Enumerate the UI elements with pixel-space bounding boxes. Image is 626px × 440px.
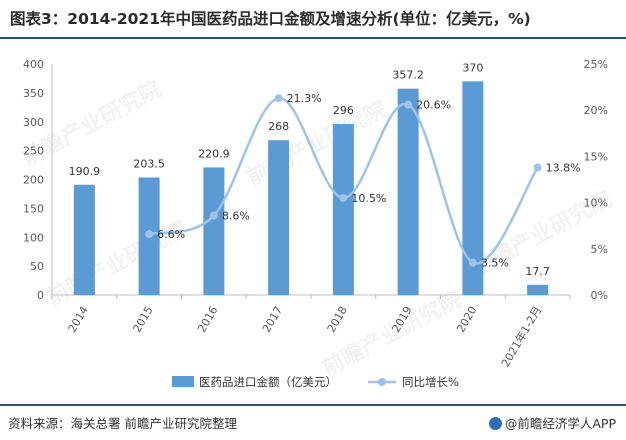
x-tick-label: 2018 (325, 304, 350, 335)
growth-value-label: 21.3% (287, 92, 322, 105)
x-axis: 2014 2015 2016 2017 2018 2019 2020 2021年1-2月 (51, 294, 571, 370)
right-axis: 0% 5% 10% 15% 20% 25% (584, 58, 608, 302)
left-axis: 0 50 100 150 200 250 300 350 400 (23, 58, 53, 302)
growth-point (339, 193, 348, 202)
bar (203, 167, 225, 295)
growth-point (404, 100, 413, 109)
footer: 资料来源：海关总署 前瞻产业研究院整理 @前瞻经济学人APP (0, 404, 626, 440)
growth-value-label: 20.6% (416, 99, 451, 112)
left-tick-label: 250 (23, 145, 44, 158)
growth-point (468, 258, 477, 267)
left-tick-label: 350 (23, 87, 44, 100)
x-tick-label: 2015 (130, 304, 155, 335)
title-divider (0, 37, 626, 39)
right-tick-label: 10% (584, 197, 608, 210)
bars: 190.9 203.5 220.9 268 296 357.2 370 17.7 (69, 61, 550, 295)
growth-point (145, 230, 154, 239)
bar-value-label: 190.9 (69, 165, 101, 178)
bar-value-label: 268 (268, 120, 289, 133)
left-tick-label: 300 (23, 116, 44, 129)
legend-line-label: 同比增长% (402, 375, 459, 389)
left-tick-label: 400 (23, 58, 44, 71)
right-tick-label: 0% (591, 289, 608, 302)
bar-value-label: 296 (333, 104, 354, 117)
left-tick-label: 100 (23, 231, 44, 244)
bar (332, 124, 354, 295)
bar-value-label: 370 (462, 61, 483, 74)
growth-value-label: 13.8% (546, 161, 581, 174)
left-tick-label: 50 (30, 260, 44, 273)
x-tick-label: 2016 (195, 304, 220, 335)
right-tick-label: 15% (584, 150, 608, 163)
left-tick-label: 200 (23, 174, 44, 187)
growth-value-label: 10.5% (351, 192, 386, 205)
right-tick-label: 20% (584, 104, 608, 117)
growth-point (533, 163, 542, 172)
legend-bar-label: 医药品进口金额（亿美元） (199, 375, 337, 389)
bar (268, 140, 290, 295)
growth-line: 6.6% 8.6% 21.3% 10.5% 20.6% 3.5% 13.8% (145, 92, 581, 270)
bar (73, 184, 95, 295)
bar-value-label: 17.7 (525, 265, 550, 278)
growth-point (209, 211, 218, 220)
watermark-text: 前瞻产业研究院 (318, 286, 466, 381)
x-tick-label: 2014 (66, 304, 91, 335)
brand-text: @前瞻经济学人APP (504, 416, 616, 431)
growth-point (274, 94, 283, 103)
source-note: 资料来源：海关总署 前瞻产业研究院整理 (8, 416, 237, 431)
bar (527, 284, 549, 295)
chart-title: 图表3：2014-2021年中国医药品进口金额及增速分析(单位：亿美元，%) (10, 10, 531, 28)
legend-bar-swatch (172, 376, 194, 387)
bar (397, 88, 419, 295)
brand-credit: @前瞻经济学人APP (488, 413, 616, 432)
left-tick-label: 0 (37, 289, 44, 302)
right-tick-label: 25% (584, 58, 608, 71)
left-tick-label: 150 (23, 202, 44, 215)
x-tick-label: 2021年1-2月 (498, 304, 544, 370)
growth-value-label: 3.5% (481, 257, 509, 270)
brand-logo-icon (488, 417, 502, 430)
bar-value-label: 203.5 (133, 157, 165, 170)
legend: 医药品进口金额（亿美元） 同比增长% (172, 375, 459, 389)
growth-value-label: 8.6% (222, 210, 250, 223)
legend-line-marker (378, 378, 386, 386)
right-tick-label: 5% (591, 243, 608, 256)
bar-value-label: 357.2 (392, 69, 424, 82)
bar-value-label: 220.9 (198, 147, 230, 160)
growth-value-label: 6.6% (157, 228, 185, 241)
x-tick-label: 2017 (260, 304, 285, 335)
bar (462, 81, 484, 295)
